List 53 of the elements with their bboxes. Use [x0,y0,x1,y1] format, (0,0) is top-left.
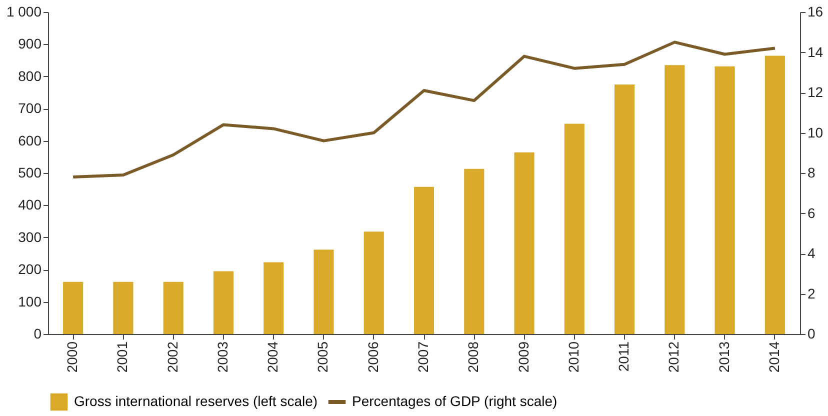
bar [63,282,84,334]
x-tick-label: 2011 [616,341,632,372]
x-tick-label: 2012 [666,341,682,373]
x-tick-label: 2000 [64,341,80,373]
y2-tick-label: 14 [808,44,824,60]
y-tick-label: 900 [18,36,42,52]
bar [163,282,184,334]
y-tick-label: 500 [18,164,42,180]
bar [314,250,334,334]
y2-tick-label: 16 [808,4,824,20]
bar [614,84,635,334]
bar [264,262,284,334]
y-tick-label: 200 [18,261,42,278]
y2-tick-label: 4 [808,245,816,261]
x-tick-label: 2014 [766,341,782,373]
y-tick-label: 300 [18,228,42,245]
legend-label: Percentages of GDP (right scale) [352,393,558,409]
bar [113,282,134,334]
y2-tick-label: 12 [808,84,824,100]
x-tick-label: 2005 [314,341,331,373]
x-tick-label: 2008 [465,341,482,373]
y2-tick-label: 6 [808,204,816,221]
y-tick-label: 700 [18,100,42,116]
x-tick-label: 2004 [264,341,281,373]
legend-label: Gross international reserves (left scale) [74,393,318,409]
x-tick-label: 2002 [164,341,180,373]
x-tick-label: 2007 [415,341,431,373]
x-tick-label: 2001 [114,341,130,373]
y2-tick-label: 2 [808,285,816,302]
bar [464,168,484,334]
bar [764,56,785,334]
bar [664,65,685,334]
bar [564,124,584,334]
y-tick-label: 800 [18,68,42,84]
x-tick-label: 2013 [716,341,732,373]
y-tick-label: 400 [18,196,42,213]
y-tick-label: 600 [18,132,42,148]
x-tick-label: 2010 [565,341,582,373]
line-series [72,40,776,179]
y-tick-label: 1 000 [6,4,42,20]
bar [213,271,234,334]
x-tick-label: 2003 [214,341,230,373]
y-tick-label: 100 [18,293,42,310]
bar [714,66,735,334]
bar [414,186,434,334]
x-tick-label: 2009 [515,341,532,373]
x-tick-label: 2006 [364,341,381,373]
y-tick-label: 0 [34,326,42,342]
bar [364,232,384,334]
y2-tick-label: 0 [808,326,816,342]
y2-tick-label: 10 [808,124,824,140]
bar [514,152,534,334]
y2-tick-label: 8 [808,164,816,180]
